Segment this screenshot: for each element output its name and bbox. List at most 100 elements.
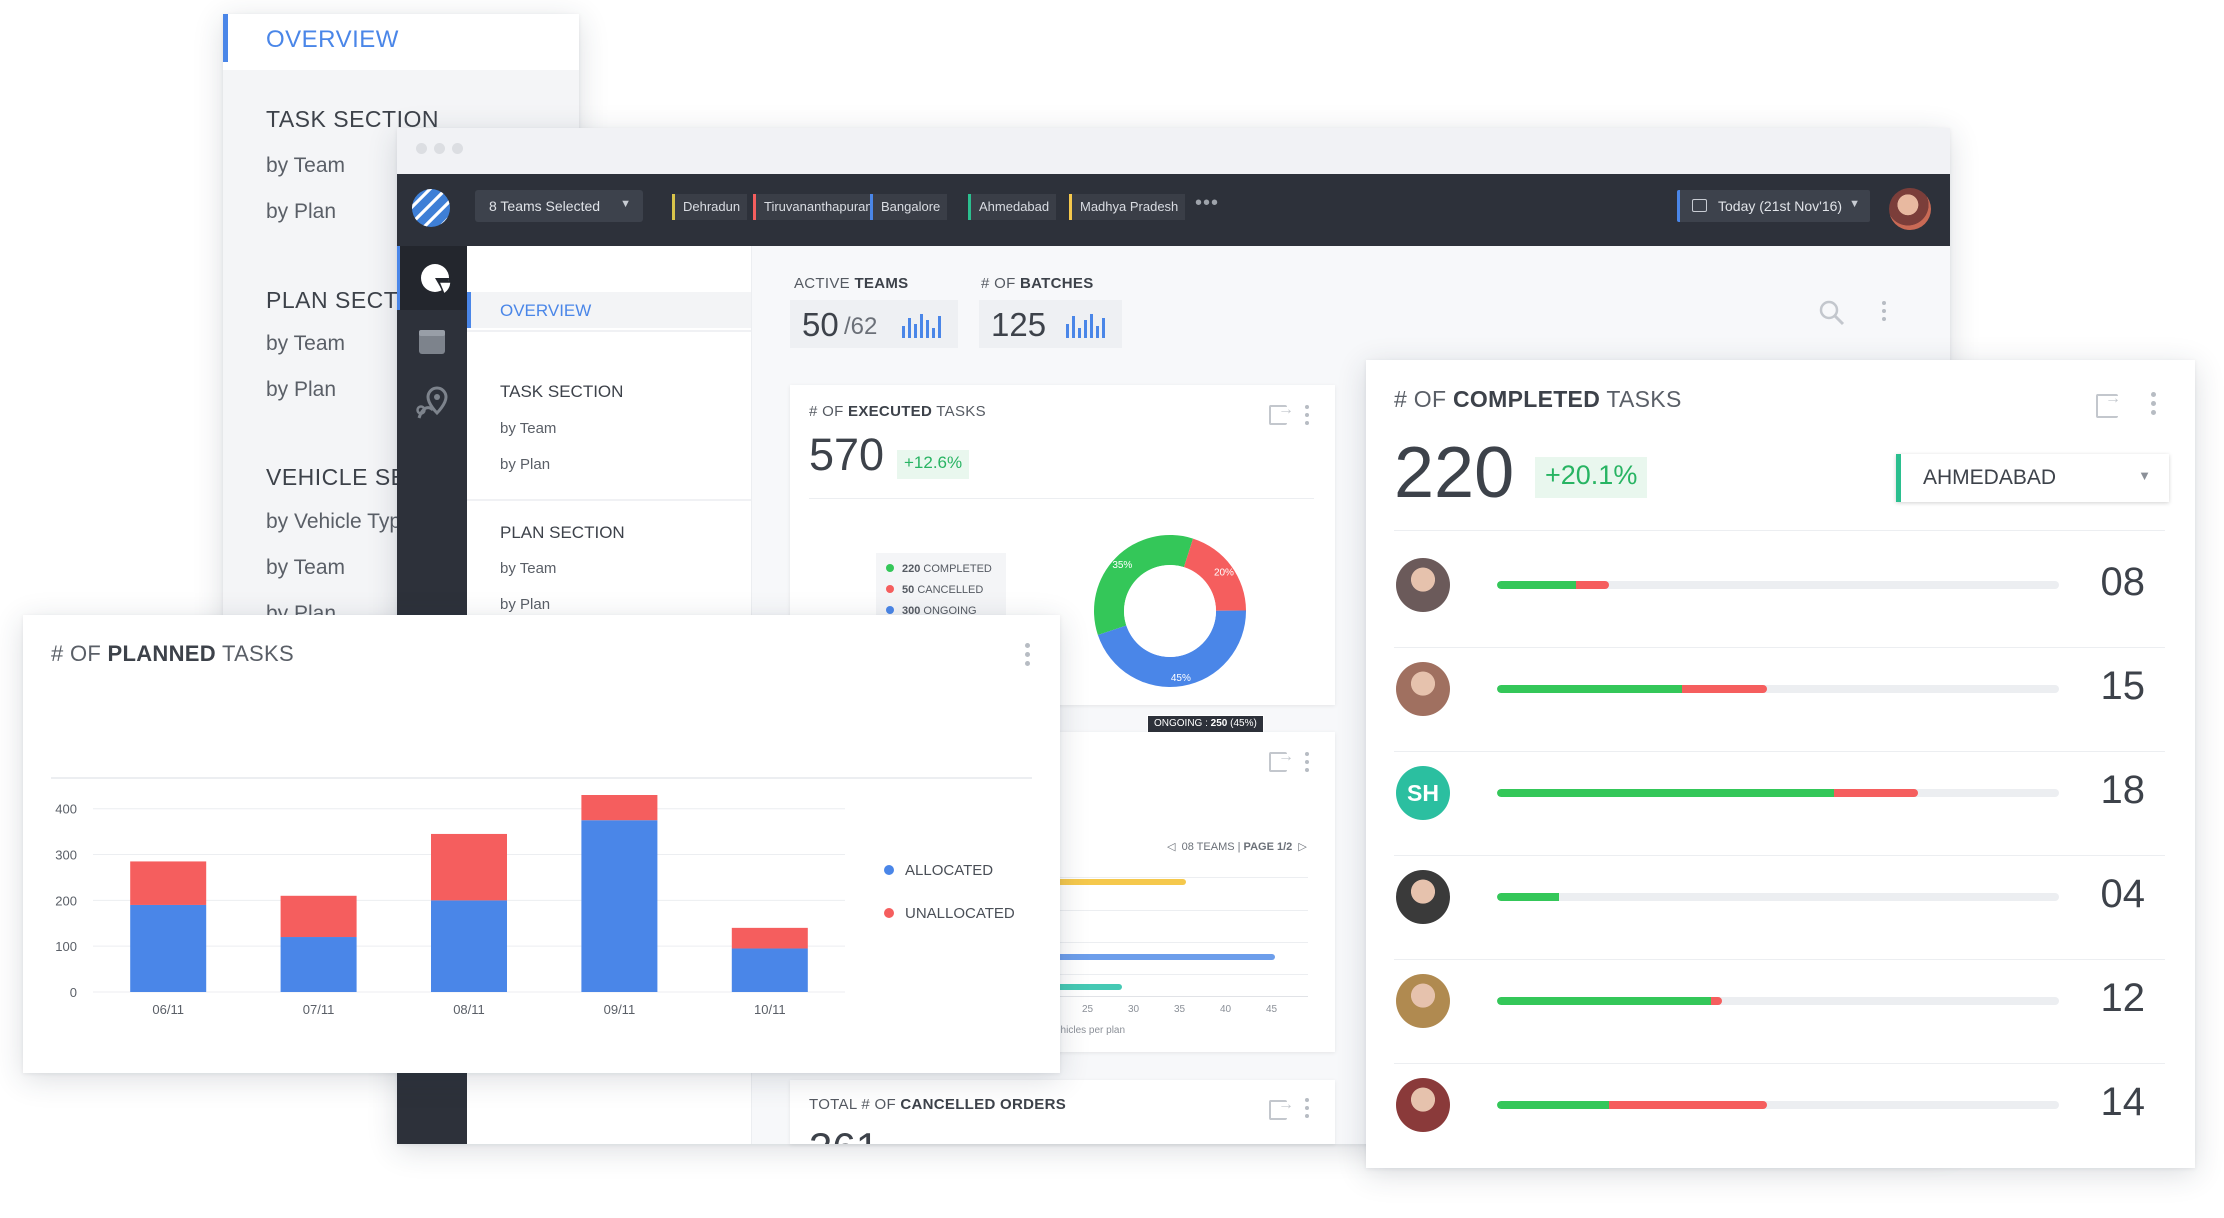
divider	[1394, 530, 2165, 531]
nav-item-plan-by-plan[interactable]: by Plan	[500, 596, 551, 613]
donut-slice-label: 20%	[1214, 567, 1234, 578]
team-chip[interactable]: Madhya Pradesh	[1069, 194, 1186, 220]
search-icon[interactable]	[1817, 298, 1847, 328]
sidebar-item-vehicle-by-team[interactable]: by Team	[266, 556, 345, 579]
completed-count: 18	[2100, 768, 2146, 812]
team-chip[interactable]: Ahmedabad	[968, 194, 1057, 220]
date-picker[interactable]: Today (21st Nov'16) ▼	[1677, 190, 1870, 222]
bar-allocated[interactable]	[431, 900, 507, 992]
city-dropdown-value: AHMEDABAD	[1923, 466, 2057, 489]
sidebar-item-vehicle-by-type[interactable]: by Vehicle Type	[266, 510, 413, 533]
team-member-avatar[interactable]	[1396, 974, 1450, 1028]
pie-chart-icon	[421, 264, 452, 296]
active-indicator	[467, 292, 471, 328]
bar-unallocated[interactable]	[731, 927, 808, 949]
nav-item-plan-by-team[interactable]: by Team	[500, 560, 557, 577]
donut-slice[interactable]	[1097, 610, 1246, 687]
progress-cancelled	[1609, 1101, 1767, 1109]
more-options-icon[interactable]	[2151, 392, 2156, 419]
more-options-icon[interactable]	[1025, 643, 1030, 670]
completed-change-badge: +20.1%	[1535, 457, 1648, 498]
calendar-icon	[1692, 199, 1707, 212]
bar-unallocated[interactable]	[280, 895, 357, 938]
bar-unallocated[interactable]	[431, 833, 507, 901]
vehicles-x-axis-label: vehicles per plan	[1050, 1025, 1126, 1036]
team-chip[interactable]: Tiruvananthapuram	[753, 194, 884, 220]
completion-progress-bar	[1497, 997, 2059, 1005]
divider	[467, 330, 751, 332]
export-icon[interactable]	[2096, 390, 2121, 418]
executed-donut-chart: 35% 20% 45%	[1094, 535, 1246, 687]
bar-allocated[interactable]	[130, 904, 207, 992]
batches-label: # OF BATCHES	[981, 275, 1094, 292]
sidebar-item-plan-by-plan[interactable]: by Plan	[266, 378, 337, 401]
divider	[1394, 751, 2165, 752]
team-chip[interactable]: Dehradun	[672, 194, 748, 220]
bar-unallocated[interactable]	[581, 795, 658, 821]
team-member-avatar[interactable]	[1396, 870, 1450, 924]
progress-completed	[1497, 997, 1711, 1005]
teams-selector[interactable]: 8 Teams Selected ▼	[475, 190, 643, 222]
date-label: Today (21st Nov'16)	[1718, 198, 1843, 214]
x-tick-label: 09/11	[604, 1002, 636, 1017]
progress-completed	[1497, 789, 1835, 797]
completed-tasks-title: # OF COMPLETED TASKS	[1394, 386, 1682, 412]
nav-item-task-by-plan[interactable]: by Plan	[500, 456, 551, 473]
nav-item-task-by-team[interactable]: by Team	[500, 420, 557, 437]
cancelled-orders-card: TOTAL # OF CANCELLED ORDERS 361	[790, 1080, 1335, 1144]
nav-item-overview[interactable]: OVERVIEW	[467, 292, 751, 328]
window-close-dot[interactable]	[416, 143, 427, 154]
x-tick-label: 45	[1266, 1004, 1278, 1015]
progress-completed	[1497, 893, 1559, 901]
bar-allocated[interactable]	[280, 937, 357, 992]
legend-dot	[886, 585, 894, 593]
grid-line	[1050, 910, 1308, 911]
export-icon[interactable]	[1269, 748, 1294, 772]
completion-progress-bar	[1497, 1101, 2059, 1109]
completed-count: 08	[2100, 560, 2146, 604]
completed-count: 14	[2100, 1080, 2146, 1124]
rail-item-calendar[interactable]	[397, 310, 467, 374]
team-member-avatar[interactable]: SH	[1396, 766, 1450, 820]
team-member-avatar[interactable]	[1396, 1078, 1450, 1132]
divider	[51, 777, 1032, 779]
export-icon[interactable]	[1269, 1096, 1294, 1120]
bar-allocated[interactable]	[731, 948, 808, 992]
export-icon[interactable]	[1269, 401, 1294, 425]
more-options-icon[interactable]	[1882, 301, 1886, 325]
window-maximize-dot[interactable]	[452, 143, 463, 154]
progress-cancelled	[1575, 581, 1610, 589]
donut-slice-label: 45%	[1171, 673, 1191, 684]
donut-slice[interactable]	[1183, 538, 1246, 611]
more-options-icon[interactable]	[1305, 1098, 1309, 1122]
donut-slice[interactable]	[1094, 535, 1194, 635]
app-logo-icon[interactable]	[411, 188, 451, 228]
overview-label: OVERVIEW	[266, 26, 399, 53]
sidebar-item-task-by-team[interactable]: by Team	[266, 154, 345, 177]
bar-allocated[interactable]	[581, 820, 658, 992]
divider	[1394, 1063, 2165, 1064]
y-tick-label: 300	[55, 848, 77, 863]
city-dropdown[interactable]: AHMEDABAD ▼	[1896, 454, 2169, 502]
window-minimize-dot[interactable]	[434, 143, 445, 154]
sidebar-item-task-by-plan[interactable]: by Plan	[266, 200, 337, 223]
team-member-avatar[interactable]	[1396, 662, 1450, 716]
rail-item-locations[interactable]	[397, 374, 467, 438]
team-chip[interactable]: Bangalore	[870, 194, 948, 220]
more-options-icon[interactable]	[1305, 405, 1309, 429]
user-avatar[interactable]	[1889, 188, 1931, 230]
vehicles-pager[interactable]: ◁ 08 TEAMS | PAGE 1/2 ▷	[1167, 841, 1307, 853]
nav-task-section-heading: TASK SECTION	[500, 382, 624, 401]
donut-legend: 220 COMPLETED 50 CANCELLED 300 ONGOING	[876, 553, 1006, 623]
team-member-avatar[interactable]	[1396, 558, 1450, 612]
more-teams-button[interactable]: •••	[1195, 192, 1220, 214]
more-options-icon[interactable]	[1305, 752, 1309, 776]
completed-tasks-value: 220	[1394, 433, 1515, 513]
bar-unallocated[interactable]	[130, 861, 207, 905]
x-tick-label: 08/11	[453, 1002, 485, 1017]
rail-item-overview[interactable]	[397, 246, 470, 310]
executed-change-badge: +12.6%	[897, 450, 970, 479]
sidebar-item-overview[interactable]: OVERVIEW	[223, 14, 579, 70]
completion-progress-bar	[1497, 581, 2059, 589]
sidebar-item-plan-by-team[interactable]: by Team	[266, 332, 345, 355]
